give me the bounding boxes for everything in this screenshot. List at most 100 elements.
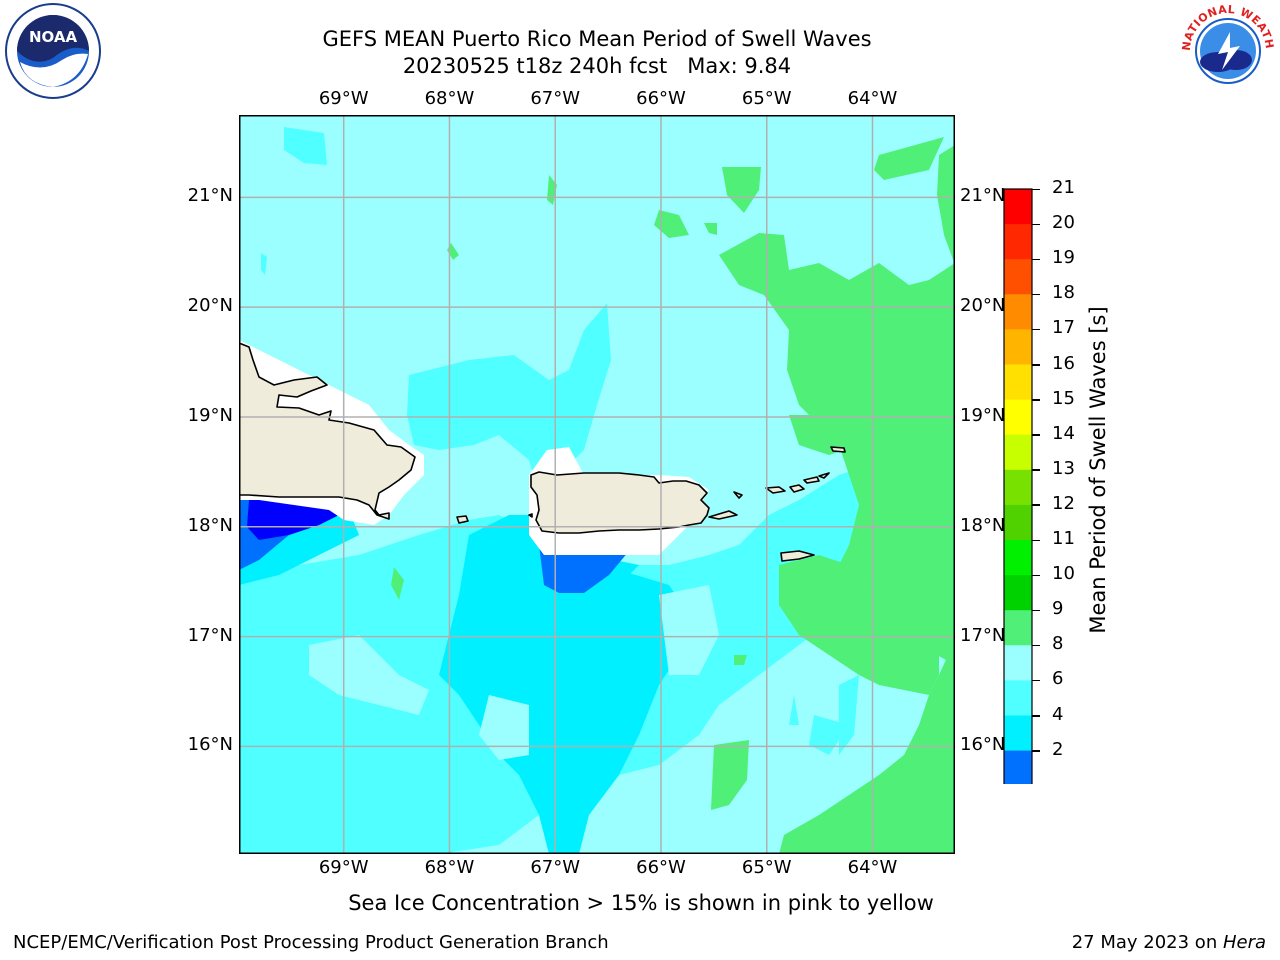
- sea-ice-note: Sea Ice Concentration > 15% is shown in …: [348, 891, 934, 915]
- colorbar-tick-label-1: 20: [1052, 212, 1075, 234]
- lat-label-left-5: 16°N: [187, 734, 233, 756]
- lon-label-bottom-4: 65°W: [741, 857, 792, 878]
- contour-9-10s: [391, 137, 955, 854]
- colorbar-segment-3: [1004, 294, 1032, 330]
- colorbar-tick-mark-13: [1032, 644, 1040, 647]
- lon-label-top-1: 68°W: [424, 88, 475, 109]
- colorbar-tick-mark-9: [1032, 504, 1040, 506]
- lat-label-right-3: 18°N: [960, 514, 1006, 536]
- colorbar-tick-label-16: 2: [1052, 738, 1064, 760]
- colorbar-segment-8: [1004, 469, 1032, 506]
- colorbar-tick-mark-16: [1032, 750, 1040, 752]
- lon-label-top-0: 69°W: [318, 88, 369, 109]
- colorbar-tick-label-13: 8: [1052, 633, 1064, 655]
- lat-label-left-0: 21°N: [187, 185, 233, 207]
- colorbar-tick-label-7: 14: [1052, 422, 1075, 444]
- colorbar-segment-7: [1004, 434, 1032, 471]
- colorbar-tick-mark-4: [1032, 328, 1040, 331]
- lat-label-right-4: 17°N: [960, 624, 1006, 646]
- colorbar-tick-label-5: 16: [1052, 352, 1075, 374]
- map-title: GEFS MEAN Puerto Rico Mean Period of Swe…: [322, 27, 872, 51]
- colorbar-tick-mark-1: [1032, 223, 1040, 226]
- st-thomas-land: [765, 486, 786, 494]
- contour-8-9s-patches: [309, 585, 719, 760]
- lon-label-bottom-5: 64°W: [847, 857, 898, 878]
- colorbar-segment-11: [1004, 575, 1032, 611]
- colorbar-tick-mark-15: [1032, 715, 1040, 717]
- lon-label-top-3: 66°W: [636, 88, 686, 109]
- colorbar-tick-label-4: 17: [1052, 317, 1075, 339]
- footer-host: Hera: [1222, 932, 1266, 953]
- vieques-land: [708, 510, 738, 520]
- lon-label-top-4: 65°W: [741, 88, 792, 109]
- colorbar-tick-label-15: 4: [1052, 703, 1064, 725]
- puerto-rico-land: [530, 471, 710, 534]
- colorbar-tick-mark-5: [1032, 364, 1040, 366]
- lat-label-right-0: 21°N: [960, 185, 1006, 207]
- colorbar-segment-15: [1004, 715, 1032, 752]
- culebra-land: [733, 491, 743, 499]
- colorbar-tick-mark-11: [1032, 574, 1040, 577]
- colorbar-segment-0: [1004, 189, 1032, 225]
- colorbar-tick-label-11: 10: [1052, 563, 1075, 585]
- colorbar-segment-6: [1004, 399, 1032, 436]
- colorbar-tick-mark-2: [1032, 258, 1040, 261]
- lat-label-right-1: 20°N: [960, 295, 1006, 317]
- colorbar-tick-label-14: 6: [1052, 668, 1064, 690]
- swell-period-map: [239, 115, 955, 854]
- footer-date: 27 May 2023 on Hera: [1072, 932, 1266, 953]
- colorbar-tick-label-0: 21: [1052, 177, 1075, 198]
- map-subtitle: 20230525 t18z 240h fcst Max: 9.84: [402, 54, 792, 78]
- lat-label-left-1: 20°N: [187, 295, 233, 317]
- colorbar-tick-label-10: 11: [1052, 528, 1075, 549]
- colorbar: [1003, 188, 1033, 784]
- map-frame: [239, 115, 955, 854]
- colorbar-tick-mark-8: [1032, 469, 1040, 471]
- lat-label-right-2: 19°N: [960, 404, 1006, 426]
- lon-label-top-5: 64°W: [847, 88, 898, 109]
- colorbar-tick-mark-6: [1032, 399, 1040, 401]
- colorbar-segment-12: [1004, 610, 1032, 646]
- colorbar-tick-mark-10: [1032, 539, 1040, 541]
- colorbar-segment-9: [1004, 504, 1032, 541]
- footer-credit: NCEP/EMC/Verification Post Processing Pr…: [13, 932, 609, 953]
- colorbar-tick-label-12: 9: [1052, 598, 1064, 620]
- lat-label-left-3: 18°N: [187, 514, 233, 536]
- colorbar-segment-1: [1004, 224, 1032, 260]
- colorbar-tick-label-8: 13: [1052, 457, 1075, 479]
- mona-island-land: [456, 515, 469, 524]
- colorbar-segment-14: [1004, 680, 1032, 716]
- hispaniola-land: [239, 342, 416, 520]
- tortola-land: [803, 476, 820, 484]
- nws-logo: NATIONAL WEATHER SERVICE: [1178, 4, 1276, 95]
- colorbar-tick-mark-14: [1032, 679, 1040, 682]
- colorbar-tick-label-6: 15: [1052, 387, 1075, 409]
- colorbar-segment-4: [1004, 329, 1032, 365]
- desecheo-land: [528, 513, 533, 518]
- colorbar-segment-10: [1004, 540, 1032, 576]
- lon-label-top-2: 67°W: [530, 88, 581, 109]
- lon-label-bottom-0: 69°W: [318, 857, 369, 878]
- lat-label-left-2: 19°N: [187, 404, 233, 426]
- lon-label-bottom-3: 66°W: [636, 857, 686, 878]
- colorbar-segment-16: [1004, 750, 1032, 784]
- noaa-logo-text: NOAA: [29, 28, 78, 46]
- colorbar-tick-label-3: 18: [1052, 282, 1075, 304]
- colorbar-tick-mark-3: [1032, 293, 1040, 296]
- virgin-gorda-land: [818, 472, 830, 479]
- footer-date-text: 27 May 2023 on: [1071, 932, 1223, 953]
- st-john-land: [789, 484, 805, 493]
- land-masses: [239, 342, 846, 562]
- colorbar-label: Mean Period of Swell Waves [s]: [1086, 306, 1110, 634]
- colorbar-segment-13: [1004, 645, 1032, 681]
- lat-label-left-4: 17°N: [187, 624, 233, 646]
- lon-label-bottom-1: 68°W: [424, 857, 475, 878]
- colorbar-frame: [1003, 188, 1033, 784]
- map-grid: [239, 115, 955, 854]
- colorbar-tick-mark-7: [1032, 434, 1040, 436]
- colorbar-tick-label-9: 12: [1052, 492, 1075, 514]
- anegada-land: [830, 446, 846, 453]
- st-croix-land: [780, 550, 815, 562]
- contour-under-2s: [247, 500, 339, 540]
- colorbar-segment-5: [1004, 364, 1032, 401]
